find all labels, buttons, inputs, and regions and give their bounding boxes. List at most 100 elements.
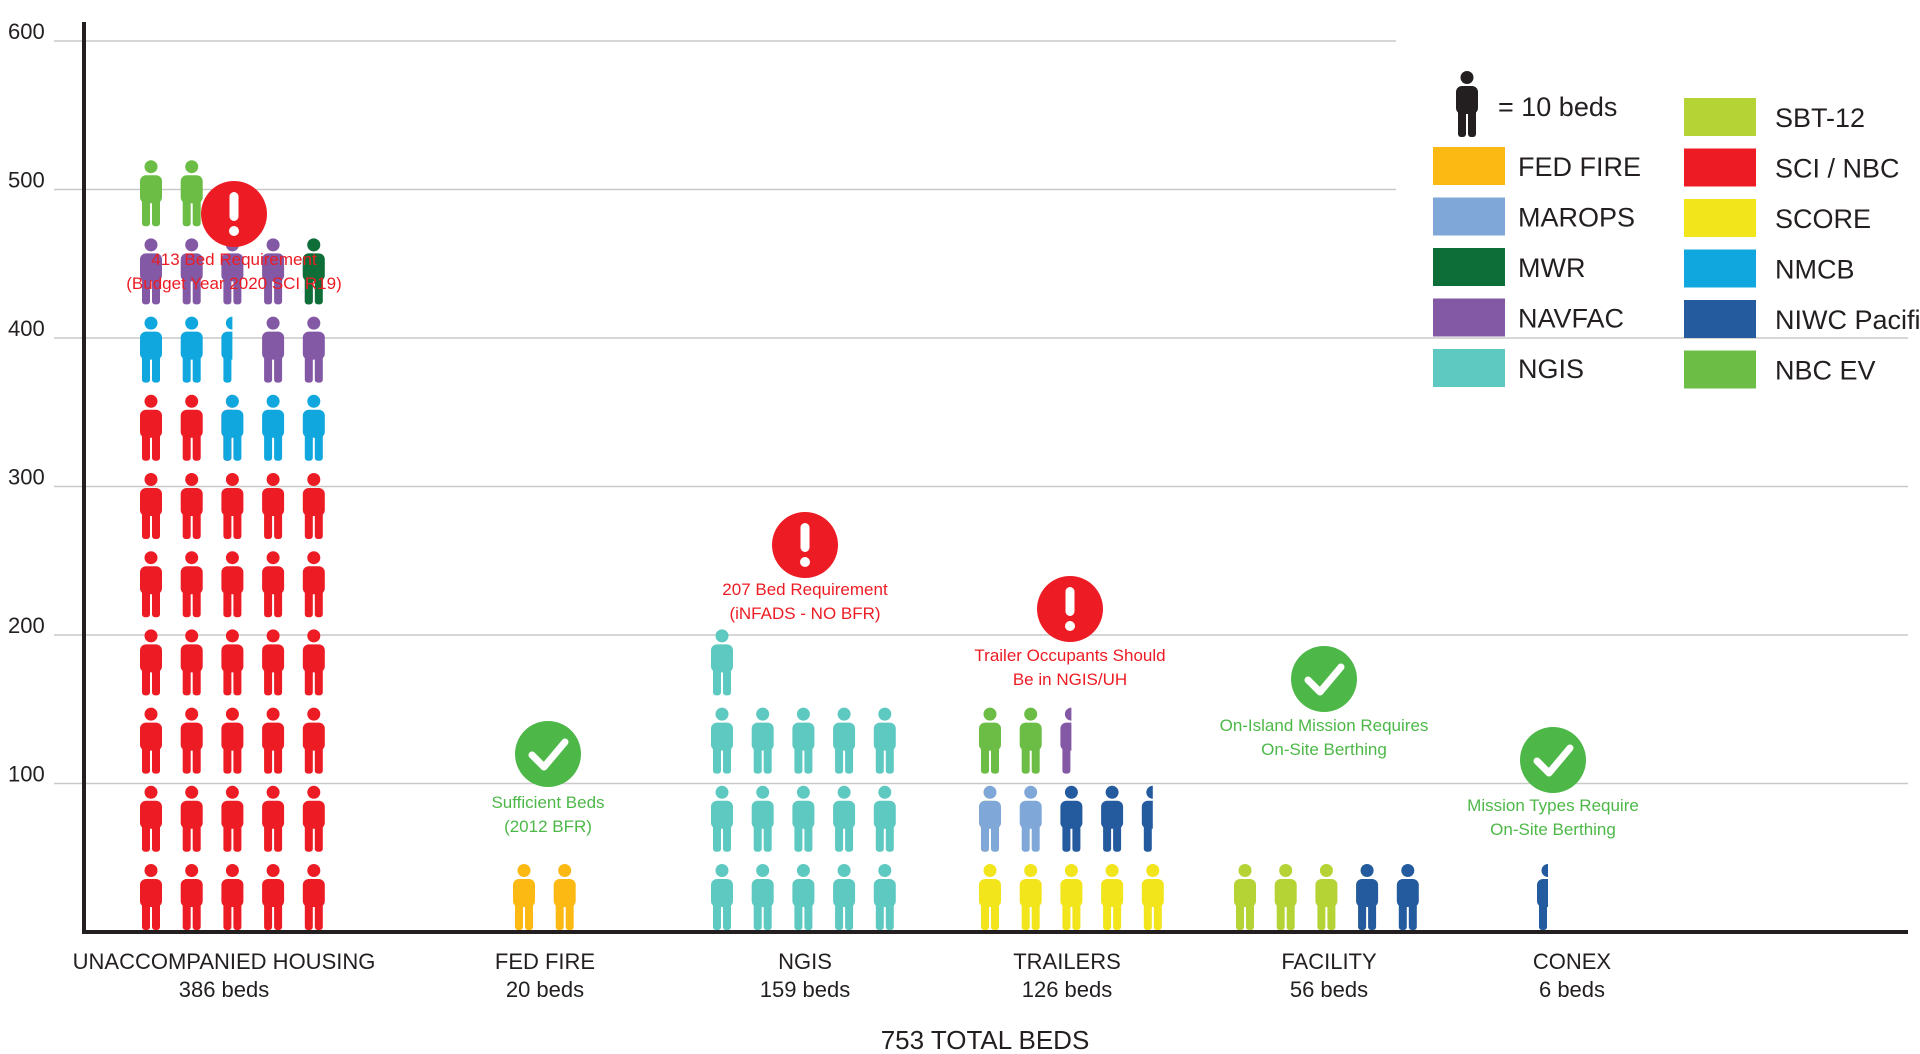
person-icon <box>262 473 285 539</box>
person-icon <box>221 394 244 461</box>
person-icon <box>302 785 325 852</box>
person-icon <box>221 785 244 852</box>
y-tick-label: 300 <box>8 465 45 490</box>
legend-item: NBC EV <box>1684 350 1876 389</box>
person-icon <box>221 473 244 539</box>
legend-item: NMCB <box>1684 249 1855 288</box>
person-icon <box>711 864 733 930</box>
annotation-text: 207 Bed Requirement <box>722 580 888 599</box>
person-icon <box>513 864 535 930</box>
legend-item: MWR <box>1433 248 1585 286</box>
person-icon <box>262 238 285 305</box>
person-icon <box>1356 864 1379 930</box>
legend-item: SBT-12 <box>1684 98 1865 136</box>
person-icon <box>180 473 203 539</box>
category-name: NGIS <box>778 949 832 974</box>
person-icon <box>1060 707 1072 774</box>
legend-item: FED FIRE <box>1433 147 1641 185</box>
person-icon <box>180 238 203 305</box>
person-icon <box>180 160 203 227</box>
legend-label: MWR <box>1518 253 1585 283</box>
person-icon <box>1060 785 1083 852</box>
annotation-text: (Budget Year 2020 SCI R19) <box>126 274 341 293</box>
person-icon <box>302 473 325 539</box>
person-icon <box>873 785 896 852</box>
person-icon <box>711 707 733 774</box>
person-icon <box>140 864 162 930</box>
category-beds: 126 beds <box>1022 977 1113 1002</box>
person-icon <box>140 707 162 774</box>
person-icon <box>1101 785 1124 852</box>
person-icon <box>1141 864 1164 930</box>
category-icon-group <box>711 629 896 930</box>
person-icon <box>180 785 203 852</box>
annotation-text: (iNFADS - NO BFR) <box>729 604 880 623</box>
person-icon <box>1019 707 1042 774</box>
annotation-warning: 413 Bed Requirement (Budget Year 2020 SCI… <box>126 181 342 293</box>
checkmark-icon <box>515 721 581 787</box>
person-icon <box>262 629 285 696</box>
person-icon <box>711 785 733 852</box>
person-icon <box>1101 864 1124 930</box>
legend-swatch <box>1684 148 1756 187</box>
legend-swatch <box>1684 350 1756 389</box>
legend-label: SCI / NBC <box>1775 154 1900 184</box>
y-tick-label: 100 <box>8 762 45 787</box>
person-icon <box>1019 864 1042 930</box>
category-beds: 56 beds <box>1290 977 1368 1002</box>
legend-label: MAROPS <box>1518 203 1635 233</box>
checkmark-icon <box>1520 727 1586 793</box>
person-icon <box>221 629 244 696</box>
legend-item: SCORE <box>1684 199 1871 237</box>
person-icon <box>979 785 1001 852</box>
legend-swatch <box>1684 249 1756 288</box>
person-icon <box>140 551 162 618</box>
annotation-ok: On-Island Mission Requires On-Site Berthi… <box>1220 646 1429 759</box>
legend-item: NIWC Pacific <box>1684 300 1920 338</box>
annotation-warning: 207 Bed Requirement (iNFADS - NO BFR) <box>722 512 888 623</box>
person-icon <box>1537 864 1548 930</box>
category-name: UNACCOMPANIED HOUSING <box>73 949 376 974</box>
category-icon-group <box>1234 864 1419 930</box>
legend-item: NAVFAC <box>1433 298 1624 337</box>
person-icon <box>180 316 203 383</box>
legend-swatch <box>1433 298 1505 337</box>
annotation-text: Sufficient Beds <box>491 793 604 812</box>
annotation-text: Mission Types Require <box>1467 796 1639 815</box>
annotation-text: On-Island Mission Requires <box>1220 716 1429 735</box>
person-icon <box>1456 71 1478 137</box>
person-icon <box>140 473 162 539</box>
person-icon <box>221 864 244 930</box>
person-icon <box>302 316 325 383</box>
legend-label: FED FIRE <box>1518 152 1641 182</box>
legend-swatch <box>1433 349 1505 387</box>
person-icon <box>1141 785 1153 852</box>
person-icon <box>140 160 162 227</box>
legend-swatch <box>1684 300 1756 338</box>
person-icon <box>302 864 325 930</box>
person-icon <box>140 629 162 696</box>
category-beds: 20 beds <box>506 977 584 1002</box>
legend: = 10 beds FED FIRE MAROPS MWR NAVFAC NGIS SBT-… <box>1433 71 1920 389</box>
alert-icon <box>772 512 838 578</box>
person-icon <box>751 707 774 774</box>
person-icon <box>302 629 325 696</box>
legend-swatch <box>1684 98 1756 136</box>
person-icon <box>873 707 896 774</box>
person-icon <box>1234 864 1256 930</box>
checkmark-icon <box>1291 646 1357 712</box>
person-icon <box>262 394 285 461</box>
person-icon <box>833 864 856 930</box>
person-icon <box>1274 864 1297 930</box>
legend-label: NAVFAC <box>1518 304 1624 334</box>
legend-label: NMCB <box>1775 255 1855 285</box>
unit-legend: = 10 beds <box>1456 71 1617 137</box>
person-icon <box>302 707 325 774</box>
y-tick-label: 200 <box>8 613 45 638</box>
person-icon <box>751 785 774 852</box>
person-icon <box>140 316 162 383</box>
annotation-text: On-Site Berthing <box>1490 820 1616 839</box>
annotation-warning: Trailer Occupants Should Be in NGIS/UH <box>974 576 1166 689</box>
legend-swatch <box>1433 147 1505 185</box>
